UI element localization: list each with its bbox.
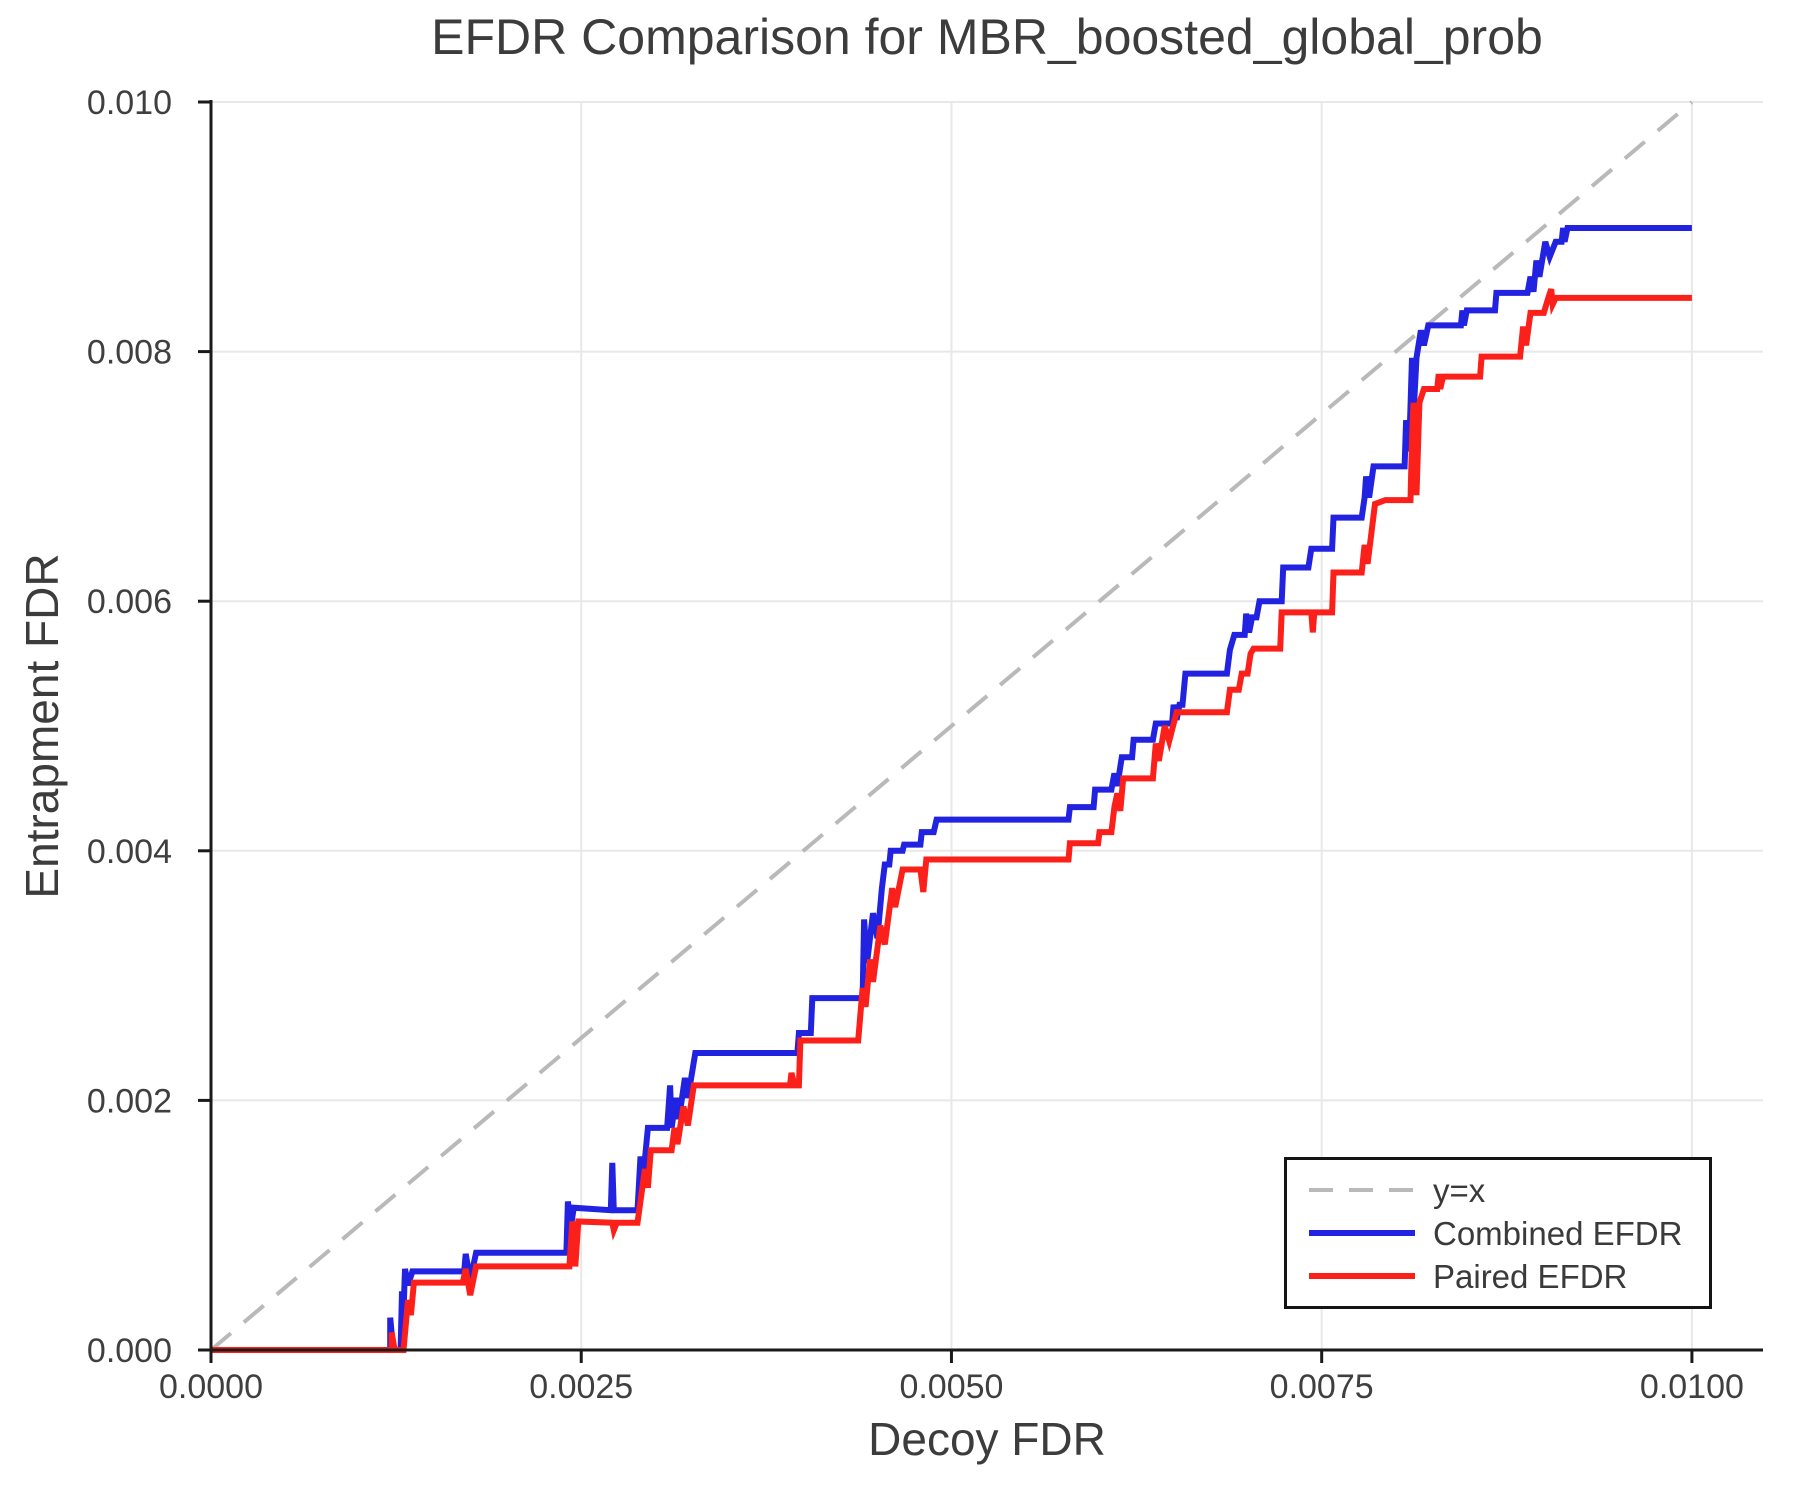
y-tick-label: 0.002 <box>87 1082 172 1120</box>
y-axis-label: Entrapment FDR <box>16 553 68 899</box>
series-line-combined-efdr <box>211 225 1692 1353</box>
yx-dashed-line-sample <box>1309 1188 1415 1192</box>
x-tick-label: 0.0075 <box>1270 1368 1374 1406</box>
paired-efdr-line-sample <box>1309 1273 1415 1279</box>
legend-label-paired-efdr: Paired EFDR <box>1433 1257 1628 1295</box>
x-axis-label: Decoy FDR <box>868 1413 1106 1465</box>
series-line-y-x <box>209 100 1694 1352</box>
x-tick-label: 0.0050 <box>899 1368 1003 1406</box>
x-tick-label: 0.0100 <box>1640 1368 1744 1406</box>
series-line-paired-efdr <box>211 288 1692 1353</box>
x-tick-label: 0.0025 <box>529 1368 633 1406</box>
legend: y=x Combined EFDR Paired EFDR <box>1284 1157 1712 1309</box>
chart-title: EFDR Comparison for MBR_boosted_global_p… <box>431 9 1543 65</box>
x-tick-label: 0.0000 <box>159 1368 263 1406</box>
y-tick-label: 0.000 <box>87 1332 172 1370</box>
legend-label-combined-efdr: Combined EFDR <box>1433 1214 1683 1252</box>
legend-item-paired-efdr: Paired EFDR <box>1309 1258 1709 1294</box>
legend-label-yx: y=x <box>1433 1171 1486 1209</box>
y-tick-label: 0.004 <box>87 833 172 871</box>
combined-efdr-line-sample <box>1309 1230 1415 1236</box>
legend-item-combined-efdr: Combined EFDR <box>1309 1215 1709 1251</box>
y-tick-label: 0.008 <box>87 334 172 372</box>
legend-item-yx: y=x <box>1309 1172 1709 1208</box>
y-tick-label: 0.010 <box>87 84 172 122</box>
y-tick-label: 0.006 <box>87 583 172 621</box>
